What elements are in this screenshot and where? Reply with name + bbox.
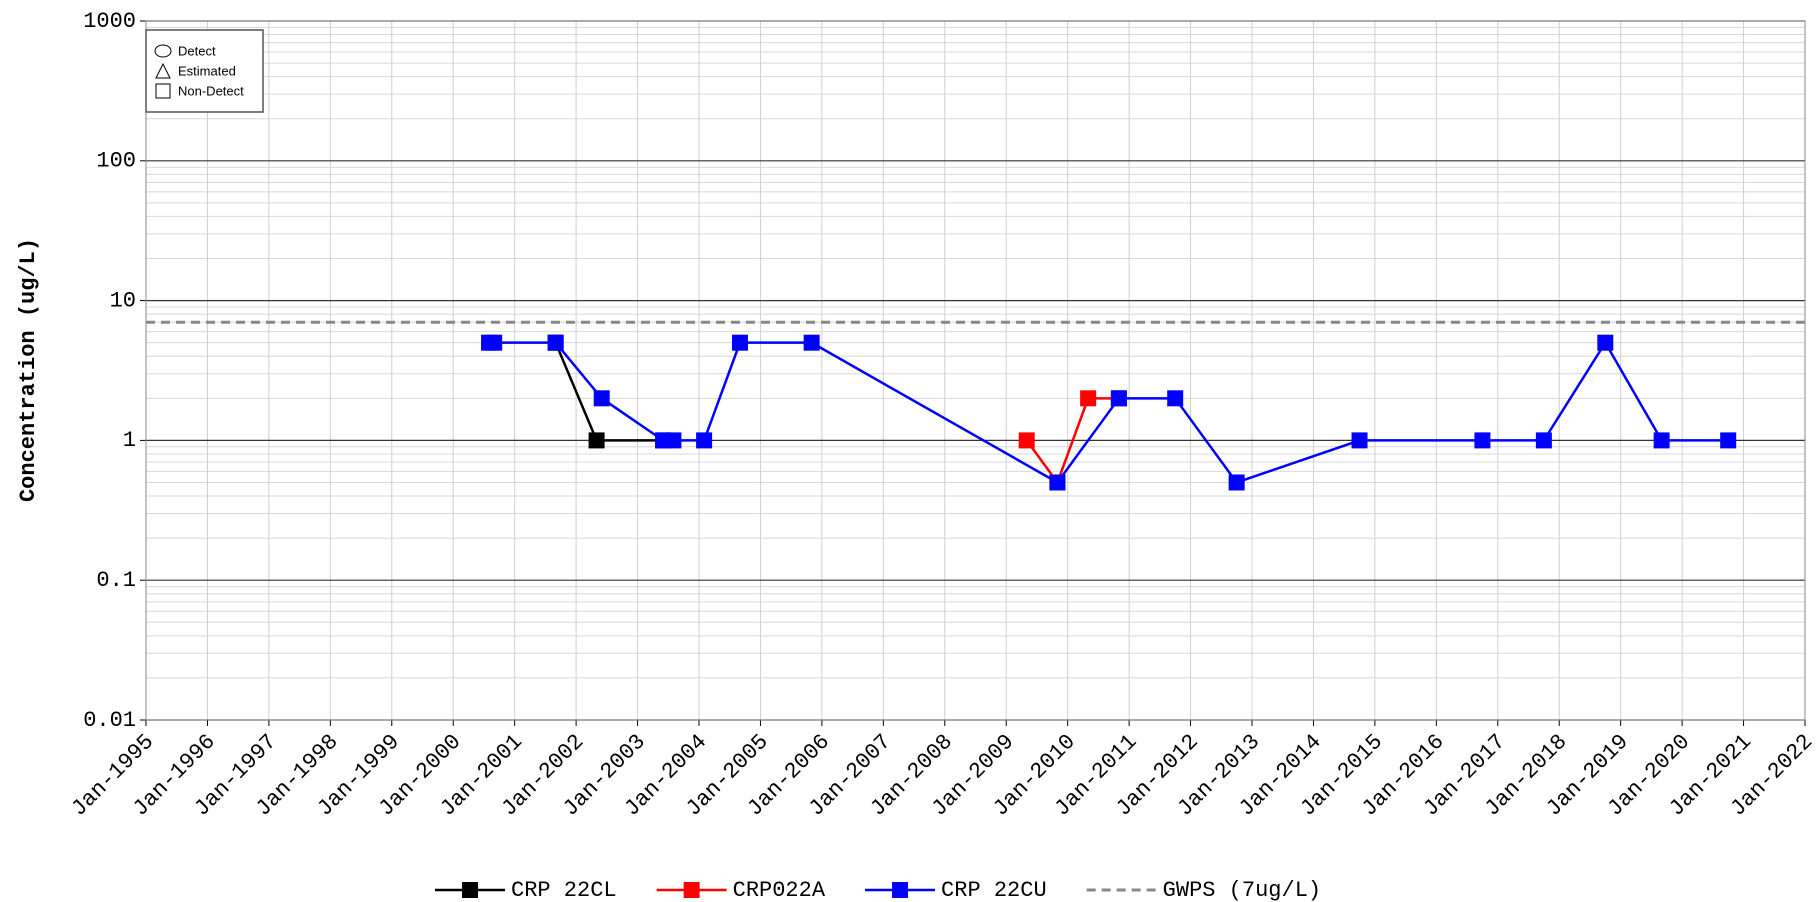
y-tick-label: 100 xyxy=(96,149,136,174)
symbol-legend-label: Estimated xyxy=(178,63,236,78)
marker xyxy=(486,334,503,351)
plot-frame xyxy=(145,20,1806,721)
marker xyxy=(1720,432,1737,449)
y-tick-label: 1 xyxy=(123,428,136,453)
y-axis-label: Concentration (ug/L) xyxy=(16,238,41,502)
marker xyxy=(731,334,748,351)
y-tick-label: 0.01 xyxy=(83,708,136,733)
y-tick-label: 1000 xyxy=(83,9,136,34)
legend-label: GWPS (7ug/L) xyxy=(1163,878,1321,902)
marker xyxy=(1474,432,1491,449)
symbol-legend: Detect Estimated Non-Detect xyxy=(145,29,264,113)
marker xyxy=(696,432,713,449)
legend-label: CRP 22CL xyxy=(511,878,617,902)
marker xyxy=(588,432,605,449)
marker xyxy=(1080,390,1097,407)
marker xyxy=(1110,390,1127,407)
marker xyxy=(1597,334,1614,351)
symbol-legend-label: Detect xyxy=(178,43,216,58)
symbol-icon xyxy=(154,44,172,58)
marker xyxy=(803,334,820,351)
marker xyxy=(1018,432,1035,449)
marker xyxy=(1653,432,1670,449)
series-line xyxy=(489,340,1729,485)
y-tick-label: 10 xyxy=(110,288,136,313)
legend-marker xyxy=(892,882,909,898)
symbol-icon xyxy=(155,83,171,99)
series-line xyxy=(1025,397,1119,486)
marker xyxy=(1049,474,1066,491)
marker xyxy=(1167,390,1184,407)
legend-marker xyxy=(462,882,478,898)
legend-label: CRP022A xyxy=(733,878,826,902)
symbol-icon xyxy=(155,62,171,79)
marker xyxy=(1535,432,1552,449)
marker xyxy=(665,432,682,449)
symbol-legend-label: Non-Detect xyxy=(178,83,244,98)
marker xyxy=(593,390,610,407)
legend-label: CRP 22CU xyxy=(941,878,1047,902)
y-tick-label: 0.1 xyxy=(96,568,136,593)
marker xyxy=(547,334,564,351)
legend-marker xyxy=(683,882,700,898)
marker xyxy=(1351,432,1368,449)
marker xyxy=(1228,474,1245,491)
